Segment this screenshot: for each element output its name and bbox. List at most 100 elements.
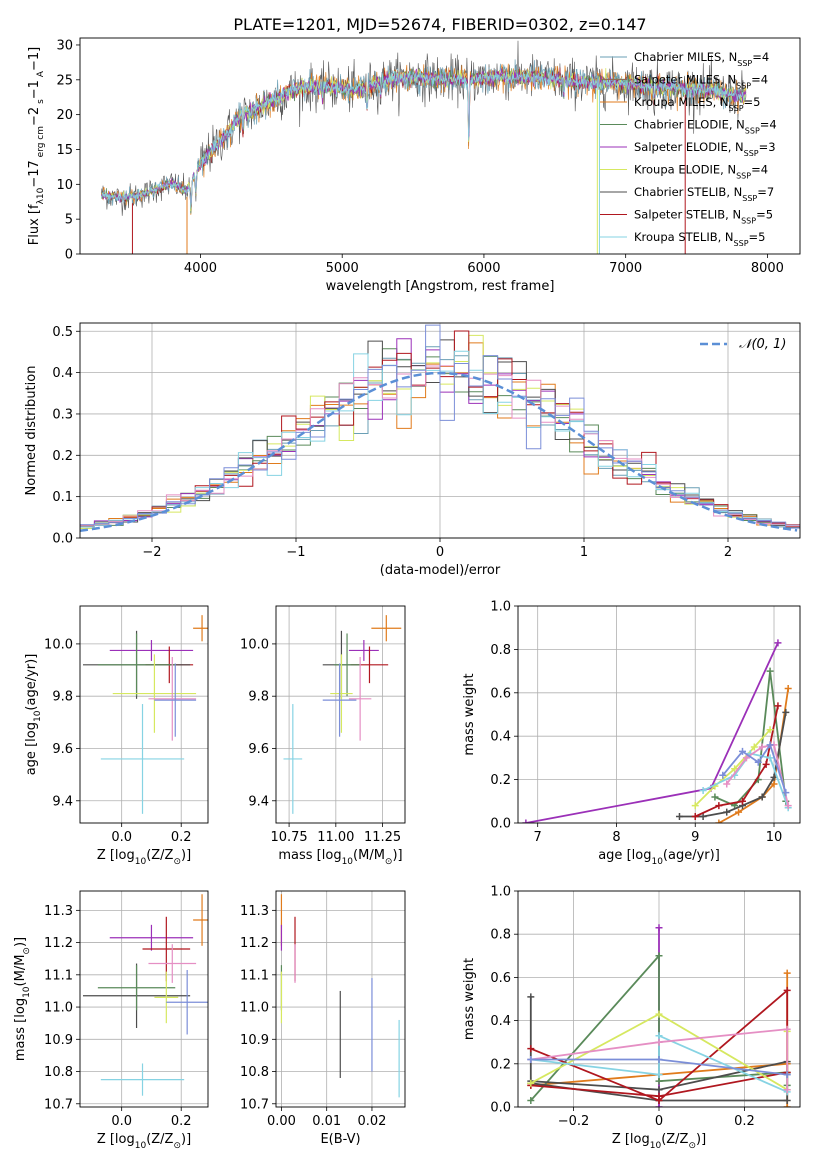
series-marker xyxy=(766,754,774,762)
series-marker xyxy=(784,802,792,810)
y-tick-label: 10.9 xyxy=(240,1033,269,1048)
x-tick-label: 0.00 xyxy=(267,1114,296,1129)
x-tick-label: 6000 xyxy=(467,261,500,276)
x-axis-label-part: (age/yr)] xyxy=(663,848,720,863)
series-marker xyxy=(655,1077,663,1085)
x-axis-label: E(B-V) xyxy=(320,1132,360,1147)
series-marker xyxy=(655,1055,663,1063)
series-marker xyxy=(723,780,731,788)
y-axis-label-part: (age/yr)] xyxy=(24,654,39,711)
x-tick-label: 7000 xyxy=(609,261,642,276)
y-tick-label: 0.5 xyxy=(52,325,73,340)
y-axis-label-part: 10 xyxy=(33,710,43,722)
y-tick-label: 0 xyxy=(65,248,73,263)
legend-label-text: Salpeter ELODIE, N xyxy=(634,140,744,154)
series-line xyxy=(530,1028,789,1090)
series-marker xyxy=(766,667,774,675)
legend-label-sub: SSP xyxy=(736,81,751,90)
series-marker xyxy=(527,993,535,1001)
mass_weight_vs_Z-frame xyxy=(517,890,801,1108)
series-marker xyxy=(655,1032,663,1040)
legend-label-sub: SSP xyxy=(734,239,749,248)
legend-label: Salpeter ELODIE, NSSP=3 xyxy=(634,140,776,158)
x-axis-label: (data-model)/error xyxy=(380,563,501,578)
series-marker xyxy=(655,952,663,960)
x-axis-label-part: (Z/Z xyxy=(146,1132,173,1147)
y-tick-label: 0.6 xyxy=(490,971,511,986)
series-marker xyxy=(723,808,731,816)
y-axis-label-part: −17 xyxy=(27,160,42,187)
spectrum-frame xyxy=(79,37,801,255)
legend-label-text: Kroupa STELIB, N xyxy=(634,230,734,244)
legend-label: Salpeter STELIB, NSSP=5 xyxy=(634,208,773,226)
series-line xyxy=(714,670,787,807)
y-tick-label: 10.9 xyxy=(44,1033,73,1048)
x-tick-label: 5000 xyxy=(326,261,359,276)
x-tick-label: 0.0 xyxy=(111,1114,132,1129)
x-axis-label-part: (Z/Z xyxy=(661,1132,688,1147)
y-axis-label-part: 10 xyxy=(22,986,32,998)
y-tick-label: 0.8 xyxy=(490,928,511,943)
legend-label-tail: =5 xyxy=(756,208,773,222)
series-marker xyxy=(762,760,770,768)
x-tick-label: 2 xyxy=(724,545,732,560)
series-marker xyxy=(699,786,707,794)
series-marker xyxy=(783,969,791,977)
y-tick-label: 10.0 xyxy=(44,637,73,652)
x-axis-label-part: (M/M xyxy=(353,848,385,863)
series-marker xyxy=(766,726,774,734)
y-tick-label: 9.8 xyxy=(52,690,73,705)
error-point xyxy=(330,654,353,733)
y-axis-label: Flux [fλ10−17 erg cm−2 s−1 A−1] xyxy=(27,47,46,245)
error-point xyxy=(371,615,402,642)
y-tick-label: 30 xyxy=(56,38,73,53)
series-marker xyxy=(731,765,739,773)
y-axis-label-part: age [log xyxy=(24,722,39,775)
y-tick-label: 11.2 xyxy=(240,936,269,951)
x-tick-label: −1 xyxy=(286,545,305,560)
x-axis-label: age [log10(age/yr)] xyxy=(598,848,720,867)
series-marker xyxy=(742,754,750,762)
x-axis-label-part: ⊙ xyxy=(688,1141,696,1151)
y-tick-label: 20 xyxy=(56,108,73,123)
series-marker xyxy=(758,793,766,801)
x-tick-label: 1 xyxy=(580,545,588,560)
y-tick-label: 10.0 xyxy=(240,637,269,652)
error-point xyxy=(283,704,303,814)
mass_weight_vs_Z-series xyxy=(527,924,791,1107)
series-marker xyxy=(655,924,663,932)
mass_weight_vs_age-series xyxy=(522,639,792,823)
error-point xyxy=(148,944,197,983)
x-tick-label: 7 xyxy=(534,830,542,845)
legend-label-tail: =4 xyxy=(751,163,768,177)
y-tick-label: 0.3 xyxy=(52,407,73,422)
x-axis-label-part: Z [log xyxy=(97,1132,135,1147)
series-marker xyxy=(691,812,699,820)
y-axis-label: mass [log10(M/M⊙)] xyxy=(13,937,32,1061)
series-marker xyxy=(655,1071,663,1079)
x-axis-label-part: 10 xyxy=(342,857,354,867)
x-axis-label-part: 10 xyxy=(651,857,663,867)
y-tick-label: 10 xyxy=(56,178,73,193)
series-marker xyxy=(711,793,719,801)
legend-label: 𝒩(0, 1) xyxy=(739,337,786,352)
series-marker xyxy=(527,1045,535,1053)
error-point xyxy=(348,656,372,741)
y-tick-label: 0.0 xyxy=(52,532,73,547)
legend-label-tail: =5 xyxy=(744,95,761,109)
error-point xyxy=(348,639,379,661)
legend-label-sub: SSP xyxy=(745,126,760,135)
chart-layer: 4000 5000 6000 7000 8000051015202530waveleng… xyxy=(13,37,801,1151)
series-marker xyxy=(774,639,782,647)
x-tick-label: 0.01 xyxy=(312,1114,341,1129)
legend-label-text: Kroupa ELODIE, N xyxy=(634,163,736,177)
age_vs_Z-points xyxy=(82,615,208,814)
y-axis-label-part: 10 xyxy=(36,187,46,199)
y-axis-label-part: ⊙ xyxy=(22,947,32,955)
legend-label-sub: SSP xyxy=(742,194,757,203)
legend-label-text: Chabrier MILES, N xyxy=(634,50,737,64)
legend-label: Chabrier STELIB, NSSP=7 xyxy=(634,185,774,203)
age_vs_Z-axes: 0.0 0.29.49.69.810.0Z [log10(Z/Z⊙)]age [l… xyxy=(24,606,208,867)
